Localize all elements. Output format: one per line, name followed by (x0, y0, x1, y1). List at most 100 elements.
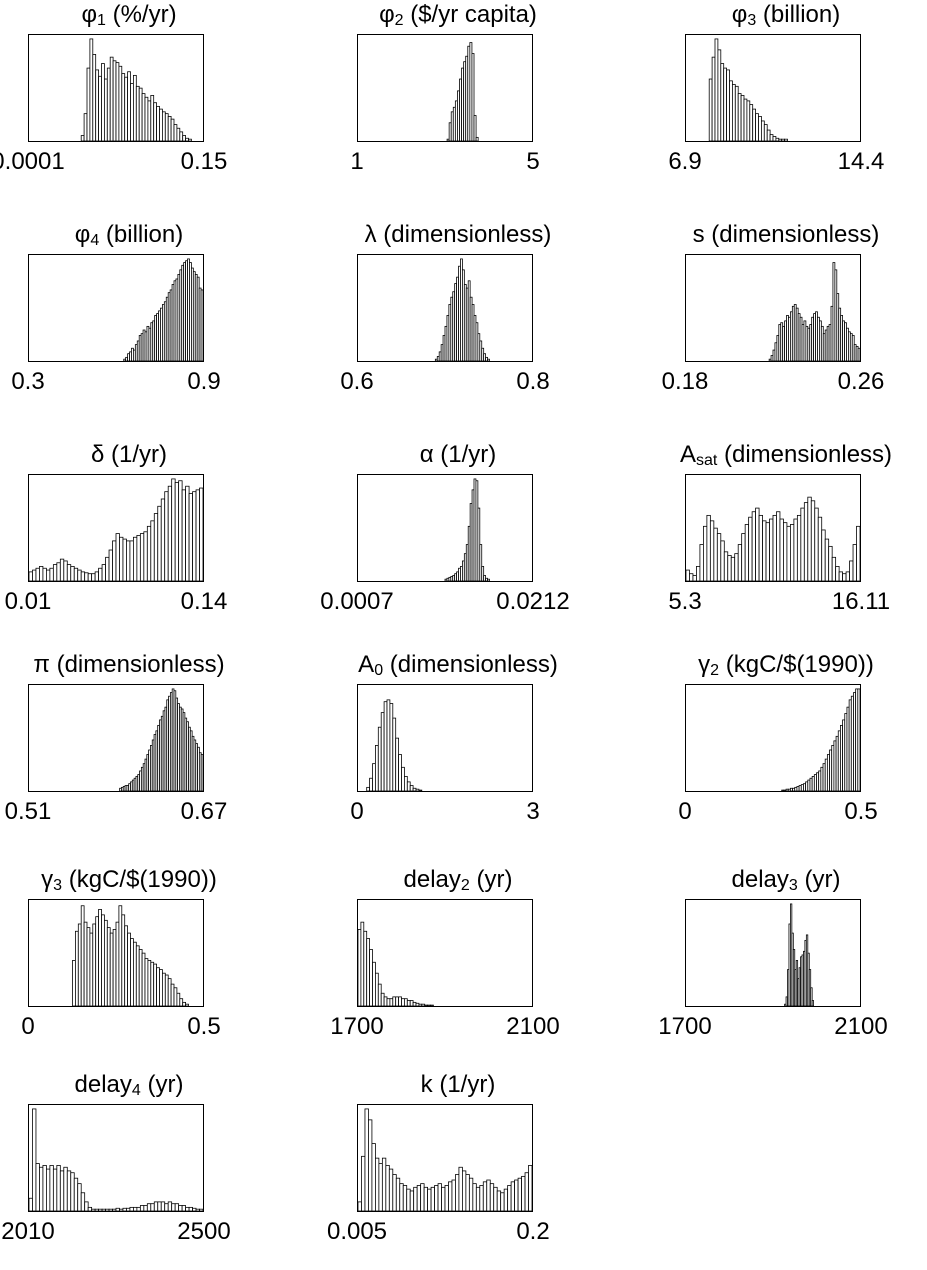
parameter-symbol: A (358, 651, 374, 678)
histogram-bar (839, 572, 842, 581)
histogram-bar (53, 1169, 56, 1211)
parameter-symbol: delay (75, 1071, 132, 1098)
histogram-bar (186, 1207, 189, 1211)
histogram-bar (179, 1206, 182, 1211)
parameter-symbol: λ (365, 221, 377, 248)
histogram-bar (367, 787, 370, 791)
x-tick-min: 0 (350, 798, 363, 826)
histogram-bar (469, 1178, 472, 1211)
histogram-bar (196, 1209, 199, 1211)
histogram-frame (685, 34, 861, 142)
histogram-bar (381, 713, 384, 791)
histogram-bar (724, 68, 727, 141)
histogram-bar (783, 523, 786, 581)
histogram-panel: γ3 (kgC/$(1990)) 0 0.5 (4, 865, 254, 1065)
histogram-bar (130, 541, 133, 581)
histogram-bar (756, 508, 759, 581)
histogram-bar (815, 508, 818, 581)
histogram-bar (43, 568, 46, 581)
histogram-bar (804, 503, 807, 581)
x-tick-max: 2100 (834, 1013, 887, 1041)
histogram-bar (390, 704, 393, 791)
histogram-bar (161, 1202, 164, 1211)
histogram-bar (455, 1175, 458, 1211)
histogram-bar (459, 1167, 462, 1211)
histogram-bar (113, 541, 116, 581)
histogram-bar (84, 922, 87, 1006)
histogram-bar (407, 1001, 410, 1006)
histogram-bar (64, 1167, 67, 1211)
histogram-bar (490, 1184, 493, 1211)
x-tick-min: 0.6 (340, 368, 373, 396)
histogram-bar (175, 483, 178, 581)
histogram-bar (137, 1207, 140, 1211)
panel-title: γ2 (kgC/$(1990)) (661, 650, 911, 683)
histogram-bar (416, 1003, 419, 1006)
parameter-subscript: 1 (97, 12, 106, 29)
histogram-bar (724, 552, 727, 581)
histogram-bar (144, 1206, 147, 1211)
histogram-bar (160, 970, 163, 1006)
histogram-bar (686, 570, 689, 581)
x-tick-max: 5 (526, 148, 539, 176)
x-tick-max: 0.8 (516, 368, 549, 396)
parameter-symbol: delay (732, 866, 789, 893)
histogram-bar (718, 50, 721, 141)
histogram-bar (361, 922, 364, 1006)
panel-title: φ4 (billion) (4, 220, 254, 253)
parameter-unit: (%/yr) (113, 1, 177, 28)
parameter-unit: (billion) (106, 221, 183, 248)
histogram-bar (367, 939, 370, 1006)
histogram-bar (715, 39, 718, 141)
histogram-plot (358, 475, 532, 581)
histogram-bar (145, 97, 148, 141)
histogram-bar (57, 1165, 60, 1211)
histogram-bar (46, 570, 49, 581)
histogram-bar (773, 136, 776, 141)
histogram-bar (689, 574, 692, 581)
histogram-bar (707, 515, 710, 581)
histogram-bar (801, 508, 804, 581)
histogram-bar (113, 61, 116, 141)
histogram-bar (154, 1202, 157, 1211)
parameter-subscript: 3 (789, 877, 798, 894)
histogram-bar (104, 79, 107, 141)
x-tick-max: 14.4 (838, 148, 885, 176)
histogram-bar (186, 486, 189, 581)
histogram-bar (480, 1185, 483, 1211)
histogram-bar (476, 137, 478, 141)
histogram-bar (78, 570, 81, 581)
histogram-bar (714, 528, 717, 581)
x-tick-min: 2010 (1, 1218, 54, 1246)
histogram-bar (193, 492, 196, 581)
histogram-bar (843, 574, 846, 581)
histogram-bar (174, 125, 177, 141)
histogram-bar (846, 572, 849, 581)
parameter-symbol: φ (732, 1, 748, 28)
panel-title: delay3 (yr) (661, 865, 911, 898)
histogram-bar (735, 554, 738, 581)
histogram-bar (850, 561, 853, 581)
histogram-frame (28, 474, 204, 582)
histogram-bar (186, 138, 189, 141)
histogram-bar (133, 75, 136, 141)
histogram-bar (853, 545, 856, 581)
histogram-bar (87, 928, 90, 1006)
histogram-bar (64, 561, 67, 581)
histogram-bar (116, 534, 119, 581)
x-tick-min: 0.51 (5, 798, 52, 826)
histogram-bar (375, 1158, 378, 1211)
histogram-bar (525, 1173, 528, 1211)
histogram-bar (139, 88, 142, 141)
histogram-bar (113, 1209, 116, 1211)
x-tick-max: 2100 (506, 1013, 559, 1041)
histogram-frame (357, 684, 533, 792)
histogram-bar (142, 953, 145, 1006)
x-tick-max: 0.14 (181, 588, 228, 616)
histogram-bar (162, 112, 165, 141)
histogram-bar (88, 1207, 91, 1211)
histogram-bar (410, 786, 413, 791)
histogram-bar (399, 755, 402, 791)
histogram-bar (154, 103, 157, 141)
